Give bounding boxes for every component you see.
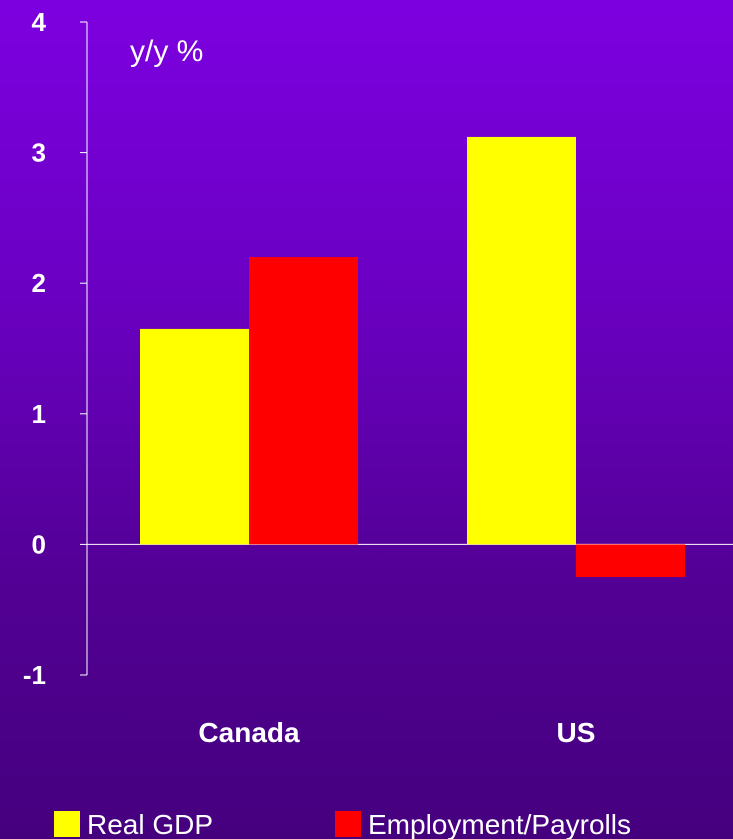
y-tick-label: 1: [32, 399, 46, 429]
legend-swatch-employment-payrolls: [335, 811, 361, 837]
category-labels: Canada US: [198, 717, 595, 748]
legend-label-employment-payrolls: Employment/Payrolls: [368, 809, 631, 839]
y-tick-label: 2: [32, 268, 46, 298]
category-label-canada: Canada: [198, 717, 300, 748]
y-tick-label: 0: [32, 529, 46, 559]
bar-us-employment-payrolls: [576, 544, 685, 578]
category-label-us: US: [557, 717, 596, 748]
y-axis: -1 0 1 2 3 4: [23, 7, 88, 690]
bars: [140, 136, 685, 578]
y-tick-label: -1: [23, 660, 46, 690]
y-axis-unit-label: y/y %: [130, 35, 203, 68]
bar-us-real-gdp: [467, 136, 576, 545]
y-tick-label: 4: [32, 7, 47, 37]
legend-label-real-gdp: Real GDP: [87, 809, 213, 839]
legend-swatch-real-gdp: [54, 811, 80, 837]
y-ticks: -1 0 1 2 3 4: [23, 7, 87, 690]
bar-canada-employment-payrolls: [249, 257, 358, 545]
legend: Real GDP Employment/Payrolls: [54, 809, 631, 839]
y-tick-label: 3: [32, 138, 46, 168]
bar-canada-real-gdp: [140, 328, 249, 545]
